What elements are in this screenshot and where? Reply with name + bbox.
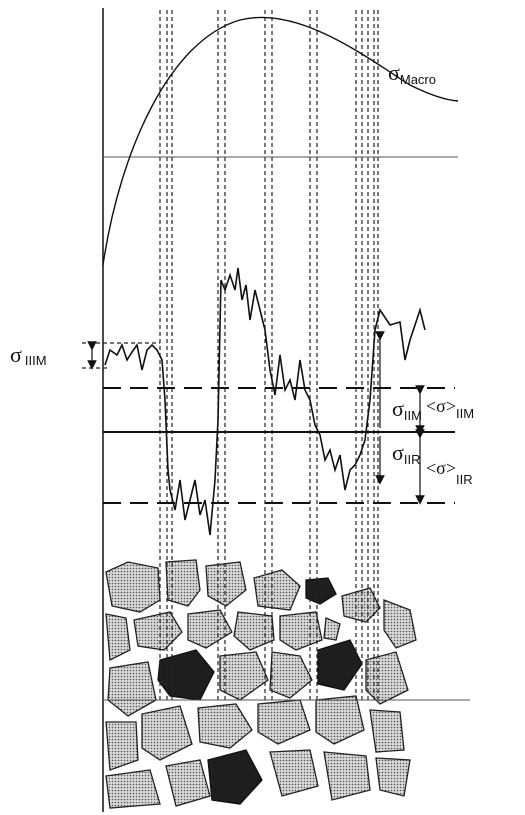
subscript: IIIM [25,353,47,368]
label-iir: σIIR [392,440,420,467]
subscript: Macro [400,72,436,87]
label-iiim: σ IIIM [10,342,47,368]
label-iim: σIIM [392,396,422,423]
subscript: IIR [456,472,473,487]
subscript: IIR [404,452,421,467]
label-mean-iim: <σ>IIM [426,396,474,421]
symbol: <σ> [426,396,456,416]
subscript: IIM [456,406,474,421]
symbol: σ [388,60,400,85]
label-mean-iir: <σ>IIR [426,458,473,487]
symbol: σ [10,342,22,367]
symbol: <σ> [426,458,456,478]
macro-curve [102,16,459,266]
symbol: σ [392,396,404,421]
subscript: IIM [404,408,422,423]
symbol: σ [392,440,404,465]
stress-curve [104,267,426,536]
microstructure [104,559,420,810]
label-macro: σMacro [388,60,436,87]
